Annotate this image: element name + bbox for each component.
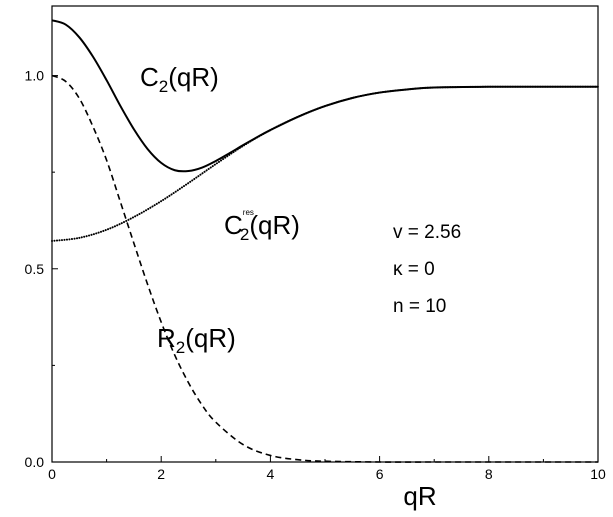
x-tick-label: 4 (267, 466, 275, 482)
curve-r2 (51, 74, 598, 463)
axis-ticks: 0 2 4 6 8 10 0.0 0.5 1.0 (25, 68, 606, 482)
y-tick-label: 0.5 (25, 261, 45, 277)
x-tick-label: 2 (157, 466, 165, 482)
param-n: n = 10 (393, 296, 446, 317)
x-tick-label: 10 (590, 466, 606, 482)
x-tick-label: 8 (485, 466, 493, 482)
y-tick-label: 0.0 (25, 454, 45, 470)
x-axis-label: qR (403, 481, 436, 511)
curves (51, 19, 599, 463)
label-r2: R2(qR) (157, 323, 236, 357)
param-v: v = 2.56 (393, 222, 461, 243)
x-tick-label: 0 (48, 466, 56, 482)
curve-c2 (51, 19, 598, 173)
param-kappa: κ = 0 (393, 259, 435, 280)
label-c2: C2(qR) (140, 62, 219, 96)
y-tick-label: 1.0 (25, 68, 45, 84)
label-c2res: Cres 2(qR) (224, 208, 300, 244)
plot-frame (51, 5, 599, 463)
x-tick-label: 6 (376, 466, 384, 482)
curve-c2res (51, 85, 599, 242)
